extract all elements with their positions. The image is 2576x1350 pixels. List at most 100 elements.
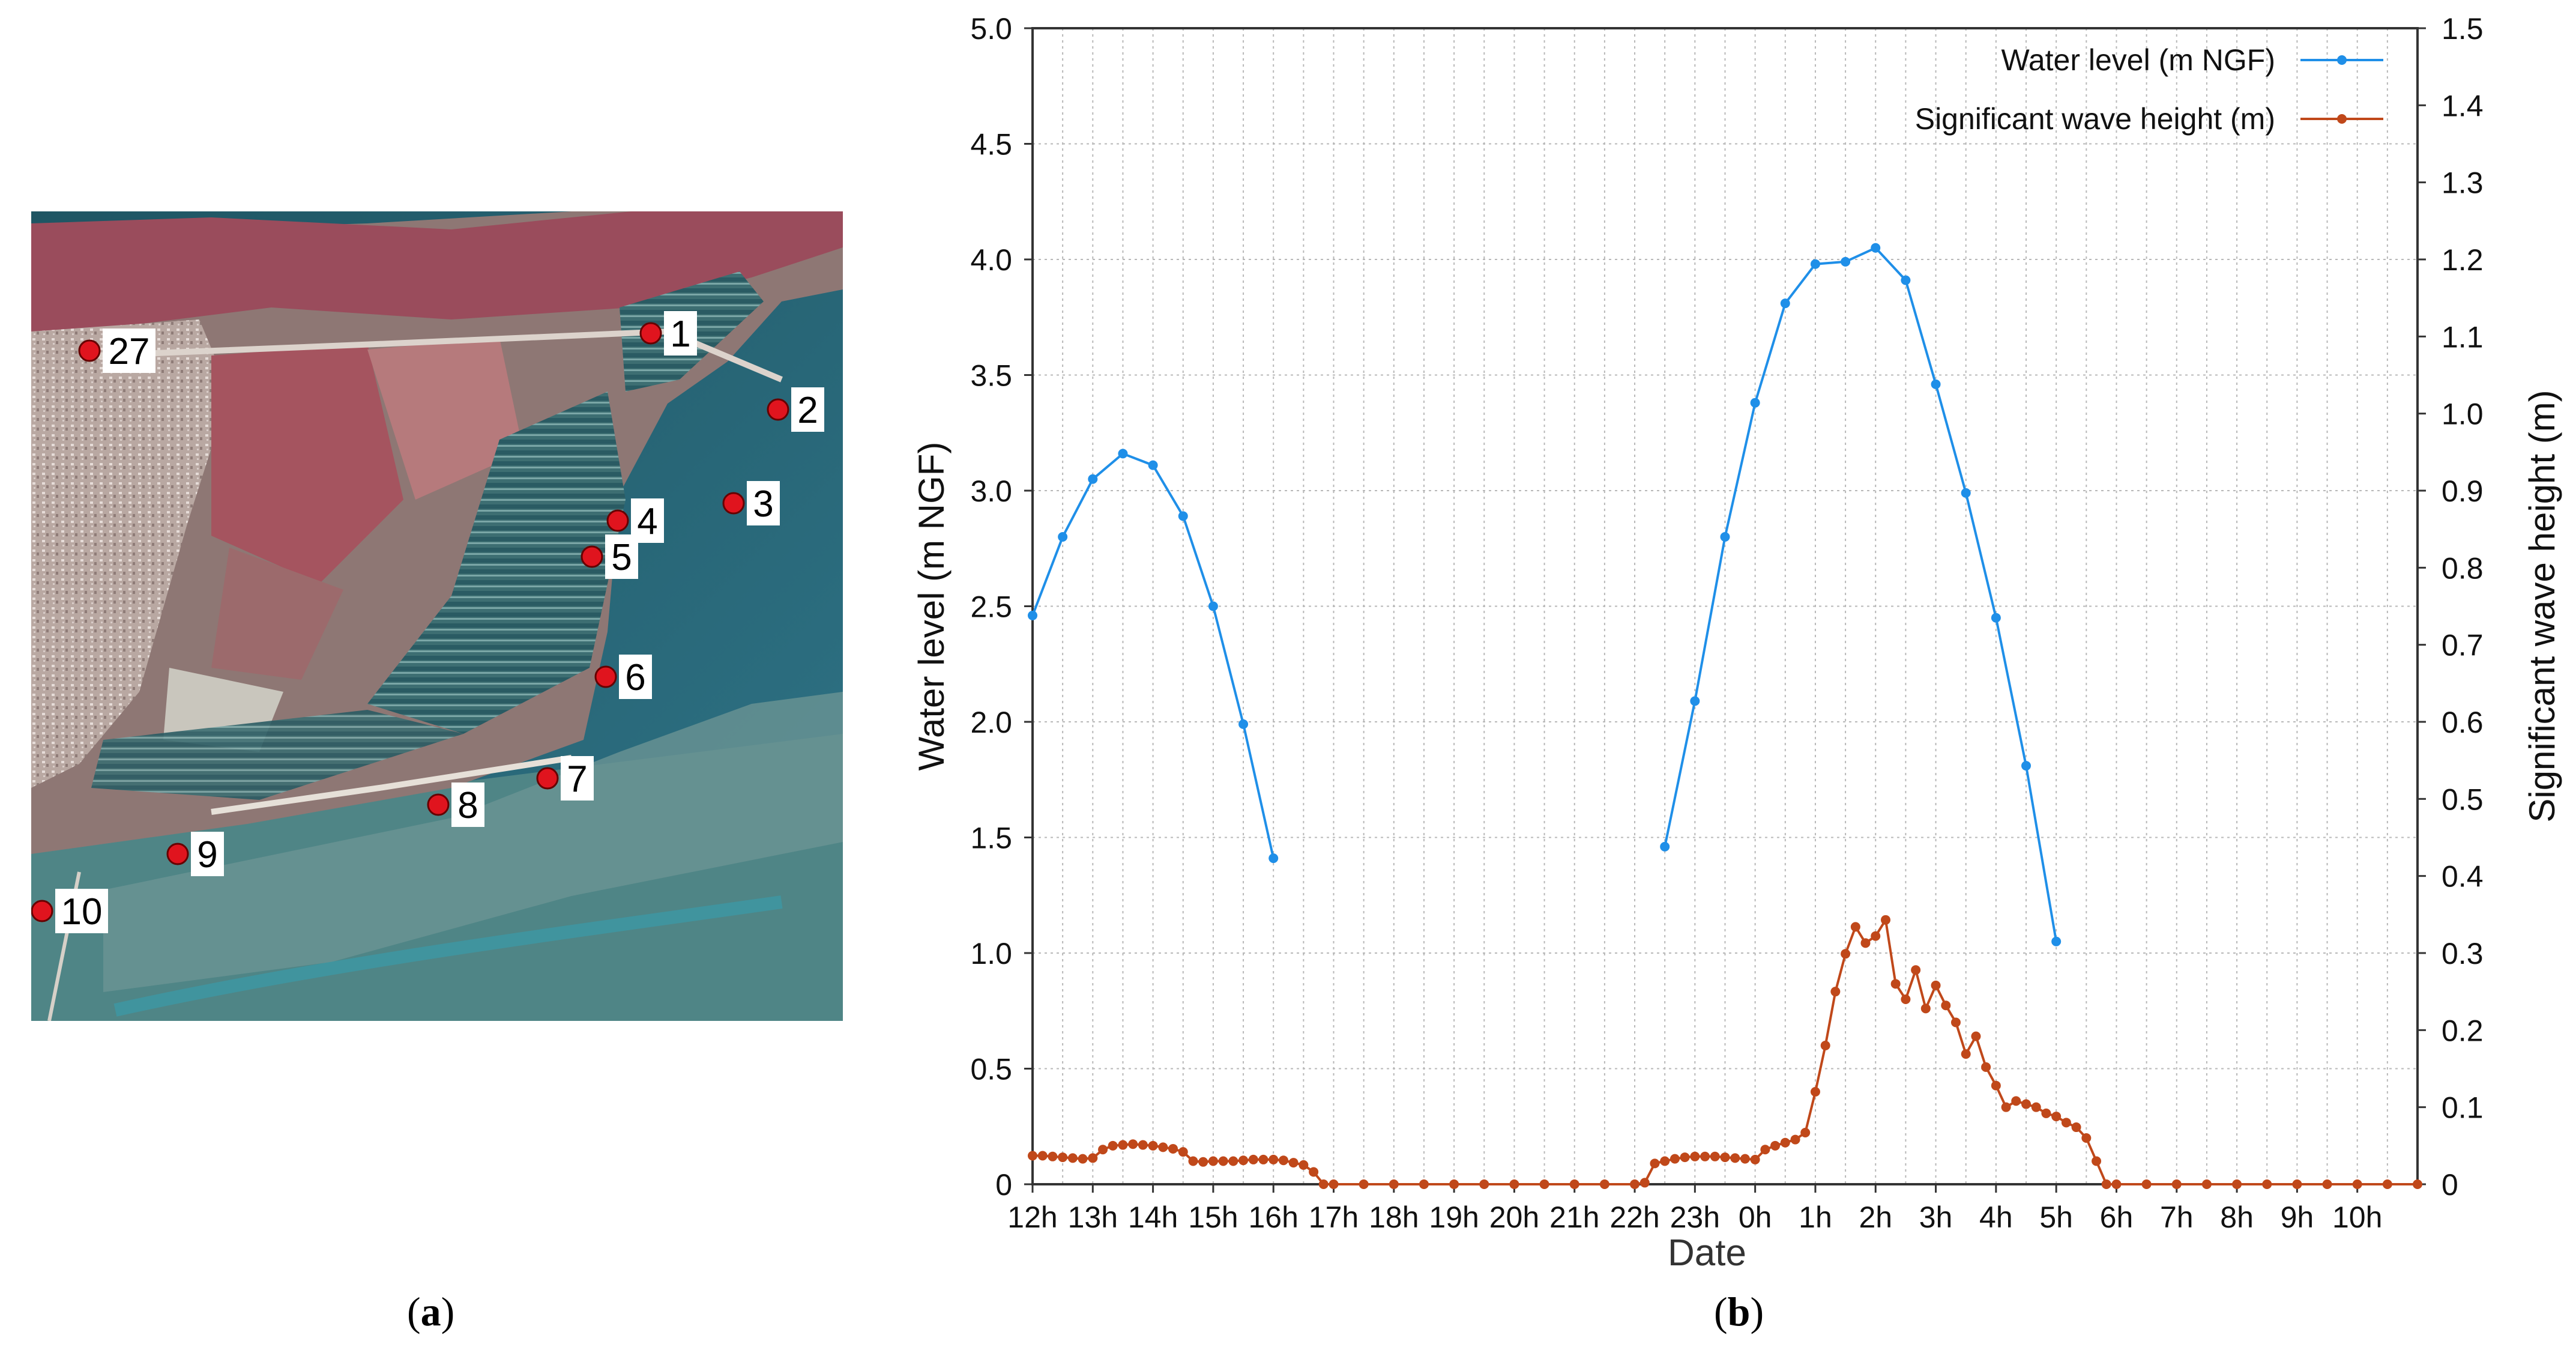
y-right-tick-label: 0.7	[2442, 629, 2484, 662]
legend-swatch-marker	[2337, 55, 2347, 65]
wave-height-point	[1830, 987, 1841, 997]
wave-height-point	[2001, 1102, 2011, 1112]
wave-height-point	[1991, 1080, 2001, 1091]
marker-label: 7	[567, 758, 587, 800]
y-right-tick-label: 0.9	[2442, 474, 2484, 508]
water-level-wave-chart: 0 0.5 1.0 1.5 2.0 2.5 3.0 3.5 4.0 4.5 5.0 0 0.1 0.2 0.…	[864, 0, 2576, 1285]
wave-height-point	[1639, 1178, 1650, 1188]
wave-height-point	[2201, 1179, 2212, 1189]
water-level-point	[1238, 719, 1249, 729]
wave-height-point	[1218, 1156, 1228, 1166]
marker-label: 5	[611, 537, 632, 578]
marker-label-box	[747, 481, 780, 525]
water-level-point	[1690, 696, 1700, 706]
map-marker: 7	[536, 756, 594, 801]
map-marker: 27	[78, 328, 155, 373]
y-right-tick-label: 0.4	[2442, 860, 2484, 894]
water-level-line	[1664, 246, 2058, 942]
wave-height-point	[1329, 1179, 1339, 1189]
wave-height-point	[1299, 1160, 1309, 1170]
wave-height-point	[1971, 1031, 1981, 1041]
x-tick-label: 0h	[1739, 1200, 1772, 1234]
x-tick-label: 12h	[1007, 1200, 1057, 1234]
wave-height-point	[1198, 1157, 1208, 1167]
wave-height-point	[2011, 1096, 2021, 1106]
wave-height-point	[1258, 1154, 1268, 1164]
y-right-tick-label: 0.8	[2442, 551, 2484, 585]
marker-label: 8	[457, 785, 478, 826]
marker-label: 4	[637, 501, 657, 542]
x-tick-label: 16h	[1248, 1200, 1298, 1234]
wave-height-point	[2141, 1179, 2152, 1189]
y-left-tick-label: 2.5	[970, 590, 1012, 624]
marker-dot	[722, 492, 745, 515]
wave-height-point	[1208, 1156, 1218, 1166]
wave-height-point	[1660, 1156, 1670, 1166]
water-level-point	[1118, 449, 1128, 459]
y-left-tick-label: 0	[995, 1168, 1012, 1202]
marker-label: 10	[61, 891, 103, 933]
wave-height-point	[2071, 1122, 2081, 1133]
wave-height-point	[1419, 1179, 1429, 1189]
marker-label: 9	[197, 834, 217, 876]
water-level-point	[1931, 379, 1941, 389]
marker-dot	[767, 398, 789, 421]
wave-height-point	[1881, 915, 1891, 925]
wave-height-point	[1028, 1151, 1037, 1161]
wave-height-point	[1088, 1153, 1098, 1163]
x-tick-label: 17h	[1309, 1200, 1359, 1234]
wave-height-point	[1941, 1000, 1951, 1011]
wave-height-point	[1158, 1142, 1168, 1152]
wave-height-point	[1810, 1087, 1820, 1097]
wave-height-point	[1058, 1152, 1068, 1163]
water-level-point	[1810, 259, 1820, 269]
wave-height-point	[1770, 1140, 1781, 1151]
map-marker: 2	[767, 387, 824, 432]
wave-height-point	[1309, 1167, 1319, 1177]
caption-b: (b)	[1714, 1289, 1764, 1334]
y-right-tick-label: 0.6	[2442, 706, 2484, 739]
wave-height-point	[1860, 938, 1871, 948]
wave-height-point	[1118, 1140, 1128, 1150]
water-level-point	[1208, 601, 1218, 611]
x-tick-label: 21h	[1549, 1200, 1599, 1234]
y-left-tick-label: 1.0	[970, 937, 1012, 970]
x-tick-label: 13h	[1068, 1200, 1118, 1234]
wave-height-point	[1700, 1151, 1710, 1161]
x-tick-label: 18h	[1369, 1200, 1419, 1234]
marker-label-box	[561, 756, 594, 801]
y-left-tick-label: 4.0	[970, 243, 1012, 277]
water-level-point	[1780, 298, 1790, 309]
wave-height-point	[1318, 1179, 1329, 1189]
y-right-tick-label: 0.3	[2442, 937, 2484, 970]
water-level-point	[2051, 936, 2062, 946]
legend-swatch-marker	[2337, 114, 2347, 124]
wave-height-point	[1288, 1158, 1299, 1168]
wave-height-point	[2081, 1133, 2092, 1143]
x-tick-label: 15h	[1188, 1200, 1238, 1234]
wave-height-point	[1950, 1017, 1961, 1028]
wave-height-point	[1710, 1151, 1720, 1161]
x-tick-label: 7h	[2160, 1200, 2194, 1234]
marker-label-box	[791, 387, 824, 432]
wave-height-point	[2021, 1099, 2032, 1109]
x-axis-title: Date	[1668, 1232, 1746, 1274]
wave-height-point	[1228, 1156, 1238, 1166]
water-level-point	[1901, 275, 1911, 285]
site-map: 27 1 2 3 4 5 6 7 8 9 10	[31, 211, 843, 1022]
wave-height-point	[1067, 1153, 1078, 1163]
marker-dot	[31, 900, 53, 922]
map-marker: 5	[581, 534, 638, 579]
wave-height-point	[1720, 1152, 1730, 1163]
y-left-tick-label: 1.5	[970, 822, 1012, 855]
map-marker: 1	[639, 311, 697, 356]
x-tick-label: 5h	[2039, 1200, 2073, 1234]
wave-height-point	[1650, 1158, 1660, 1169]
marker-label-box	[605, 534, 638, 579]
wave-height-point	[1760, 1145, 1770, 1155]
x-tick-label: 9h	[2281, 1200, 2314, 1234]
wave-height-point	[1539, 1179, 1549, 1189]
wave-height-point	[1168, 1143, 1178, 1154]
wave-height-point	[1890, 979, 1901, 989]
y-left-tick-label: 3.5	[970, 359, 1012, 393]
